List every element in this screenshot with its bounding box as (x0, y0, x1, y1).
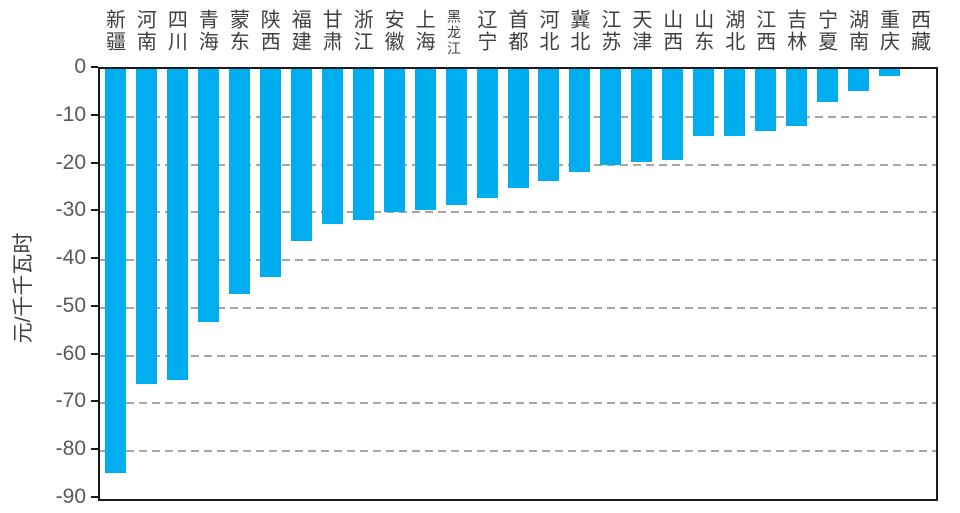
bar-冀北 (569, 69, 591, 172)
x-label-吉林: 吉林 (783, 9, 806, 53)
plot-area (98, 67, 938, 501)
gridline--30 (100, 211, 936, 214)
y-tick-mark (91, 448, 98, 451)
x-label-辽宁: 辽宁 (474, 9, 497, 53)
y-tick-label--40: -40 (55, 246, 86, 270)
bar-湖北 (724, 69, 746, 136)
y-tick-label-0: 0 (74, 55, 86, 78)
bar-黑龙江 (445, 69, 467, 205)
bar-宁夏 (817, 69, 839, 102)
bar-江西 (755, 69, 777, 131)
x-label-宁夏: 宁夏 (814, 9, 837, 53)
bar-安徽 (383, 69, 405, 212)
y-tick-mark (91, 209, 98, 212)
x-label-冀北: 冀北 (566, 9, 589, 53)
x-label-江西: 江西 (752, 9, 775, 53)
x-label-河南: 河南 (133, 9, 156, 53)
bar-河北 (538, 69, 560, 181)
x-label-天津: 天津 (628, 9, 651, 53)
x-label-湖南: 湖南 (845, 9, 868, 53)
gridline--40 (100, 259, 936, 262)
bar-吉林 (786, 69, 808, 126)
bar-四川 (166, 69, 188, 380)
bar-天津 (631, 69, 653, 162)
y-tick-mark (91, 496, 98, 498)
bar-河南 (135, 69, 157, 384)
x-label-新疆: 新疆 (102, 9, 125, 53)
x-label-安徽: 安徽 (381, 9, 404, 53)
y-tick-label--80: -80 (55, 437, 86, 461)
bar-湖南 (848, 69, 870, 91)
bar-重庆 (879, 69, 901, 76)
bar-首都 (507, 69, 529, 188)
bar-浙江 (352, 69, 374, 220)
gridline--50 (100, 306, 936, 309)
y-tick-mark (91, 257, 98, 260)
bar-江苏 (600, 69, 622, 165)
y-tick-mark (91, 304, 98, 307)
x-label-黑龙江: 黑龙江 (446, 9, 463, 57)
x-label-山东: 山东 (690, 9, 713, 53)
x-label-重庆: 重庆 (876, 9, 899, 53)
bar-上海 (414, 69, 436, 210)
bar-辽宁 (476, 69, 498, 198)
x-label-西藏: 西藏 (907, 9, 930, 53)
x-label-陕西: 陕西 (257, 9, 280, 53)
bar-山东 (693, 69, 715, 136)
y-tick-label--30: -30 (55, 198, 86, 222)
y-tick-mark (91, 352, 98, 355)
x-label-江苏: 江苏 (597, 9, 620, 53)
bar-青海 (197, 69, 219, 322)
gridline--80 (100, 450, 936, 453)
x-label-四川: 四川 (164, 9, 187, 53)
bar-甘肃 (321, 69, 343, 224)
bar-新疆 (104, 69, 126, 473)
x-label-福建: 福建 (288, 9, 311, 53)
x-label-甘肃: 甘肃 (319, 9, 342, 53)
y-tick-mark (91, 113, 98, 116)
x-label-青海: 青海 (195, 9, 218, 53)
x-label-上海: 上海 (412, 9, 435, 53)
y-tick-label--90: -90 (55, 485, 86, 508)
y-tick-label--60: -60 (55, 341, 86, 365)
bar-陕西 (259, 69, 281, 277)
x-label-蒙东: 蒙东 (226, 9, 249, 53)
y-tick-label--50: -50 (55, 293, 86, 317)
x-label-浙江: 浙江 (350, 9, 373, 53)
x-label-湖北: 湖北 (721, 9, 744, 53)
y-tick-label--10: -10 (55, 102, 86, 126)
bar-山西 (662, 69, 684, 160)
x-label-河北: 河北 (535, 9, 558, 53)
gridline--60 (100, 354, 936, 357)
y-tick-label--70: -70 (55, 389, 86, 413)
gridline--70 (100, 402, 936, 405)
x-label-首都: 首都 (504, 9, 527, 53)
y-tick-mark (91, 400, 98, 403)
y-tick-mark (91, 161, 98, 164)
bar-福建 (290, 69, 312, 241)
y-tick-mark (91, 66, 98, 68)
y-tick-label--20: -20 (55, 150, 86, 174)
bar-蒙东 (228, 69, 250, 294)
x-label-山西: 山西 (659, 9, 682, 53)
